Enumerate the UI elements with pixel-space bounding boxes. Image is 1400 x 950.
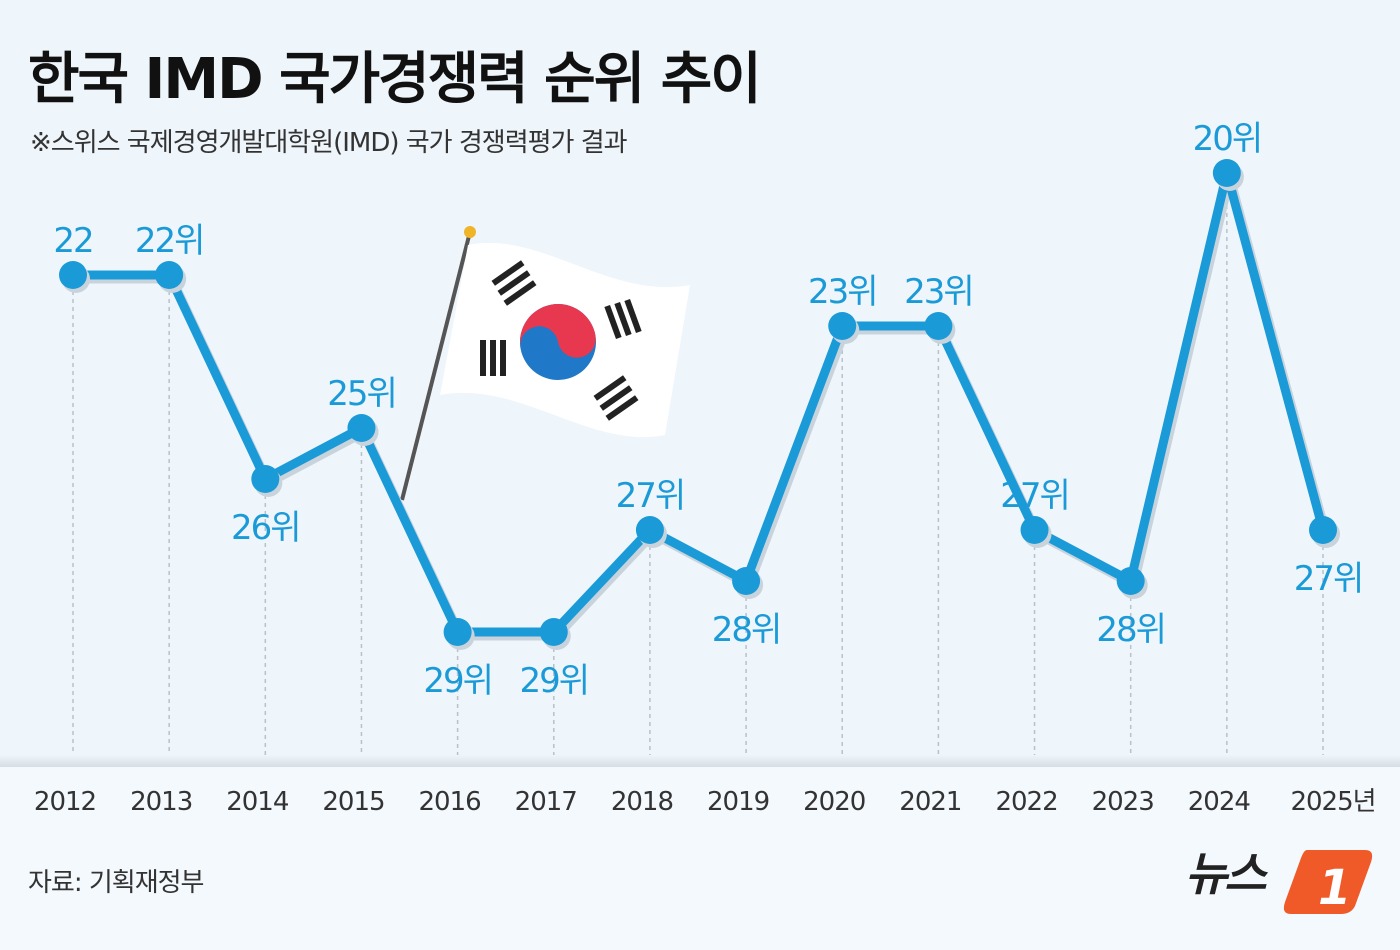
- axis-area: [0, 767, 1400, 950]
- data-point: [539, 618, 568, 646]
- x-tick-label: 2016: [419, 787, 481, 817]
- x-tick-label: 2019: [707, 787, 769, 817]
- x-tick-label: 2018: [611, 787, 673, 817]
- data-point: [732, 567, 761, 595]
- data-label: 23위: [808, 272, 877, 312]
- x-tick-label: 2025년: [1290, 787, 1375, 817]
- data-label: 27위: [1000, 476, 1069, 516]
- axis-shadow-band: [0, 755, 1400, 767]
- data-label: 29위: [423, 661, 492, 701]
- x-tick-label: 2023: [1092, 787, 1154, 817]
- data-point: [59, 261, 87, 289]
- data-label: 29위: [519, 661, 588, 701]
- x-tick-label: 2013: [130, 787, 192, 817]
- source-note: 자료: 기획재정부: [28, 868, 204, 898]
- data-label: 28위: [712, 610, 781, 650]
- x-tick-label: 2022: [995, 787, 1057, 817]
- x-tick-label: 2014: [226, 787, 289, 817]
- x-tick-label: 2020: [803, 787, 865, 817]
- korean-flag-icon: [400, 226, 690, 501]
- data-label: 28위: [1096, 610, 1165, 650]
- data-label: 27위: [616, 476, 685, 516]
- data-point: [1020, 516, 1049, 544]
- x-tick-label: 2017: [515, 787, 577, 817]
- data-label: 27위: [1294, 559, 1363, 599]
- data-point: [251, 465, 280, 493]
- data-point: [1212, 159, 1241, 187]
- x-tick-label: 2015: [322, 787, 384, 817]
- data-label: 20위: [1193, 119, 1262, 159]
- data-point: [828, 312, 857, 340]
- data-point: [1116, 567, 1145, 595]
- data-label: 22위: [135, 221, 204, 261]
- data-point: [155, 261, 184, 289]
- data-label: 23위: [904, 272, 973, 312]
- data-label: 26위: [231, 508, 300, 548]
- svg-text:뉴스: 뉴스: [1185, 847, 1268, 901]
- data-point: [347, 414, 376, 442]
- series-line: [73, 168, 1328, 637]
- x-tick-label: 2021: [899, 787, 961, 817]
- x-tick-label: 2012: [34, 787, 96, 817]
- x-tick-label: 2024: [1188, 787, 1251, 817]
- data-point: [443, 618, 472, 646]
- data-point: [1309, 516, 1337, 544]
- data-label: 22: [53, 221, 92, 261]
- svg-text:1: 1: [1318, 860, 1351, 916]
- data-point: [635, 516, 664, 544]
- data-label: 25위: [327, 374, 396, 414]
- chart-subtitle: ※스위스 국제경영개발대학원(IMD) 국가 경쟁력평가 결과: [30, 128, 628, 158]
- data-point: [924, 312, 953, 340]
- chart-title: 한국 IMD 국가경쟁력 순위 추이: [28, 47, 762, 112]
- news1-logo: 뉴스 1: [1185, 838, 1375, 918]
